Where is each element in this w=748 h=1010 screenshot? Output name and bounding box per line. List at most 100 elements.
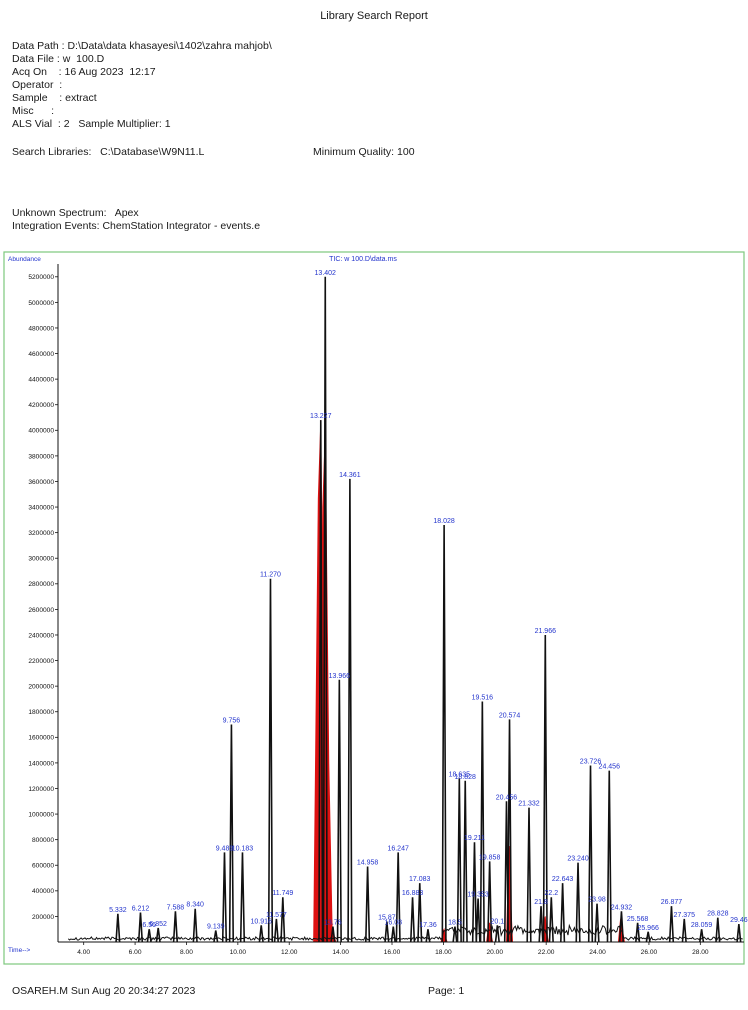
peak-label: 29.46 xyxy=(730,917,748,924)
peak-trace xyxy=(273,918,279,943)
peak-trace xyxy=(192,908,198,943)
peak-label: 14.361 xyxy=(339,472,361,479)
peak-label: 11.270 xyxy=(260,572,281,579)
peak-trace xyxy=(645,931,651,943)
report-title: Library Search Report xyxy=(320,10,428,22)
y-tick-label: 1600000 xyxy=(28,735,54,742)
peak-label: 21.332 xyxy=(518,801,540,808)
peak-trace xyxy=(330,926,336,943)
chart-frame xyxy=(3,251,745,965)
peak-label: 17.083 xyxy=(409,876,431,883)
peak-trace xyxy=(347,478,353,943)
x-tick-label: 14.00 xyxy=(332,949,349,956)
y-tick-label: 400000 xyxy=(32,888,54,895)
peak-trace xyxy=(390,926,396,943)
peak-trace xyxy=(506,719,513,943)
x-tick-label: 24.00 xyxy=(589,949,606,956)
y-tick-label: 3800000 xyxy=(28,453,54,460)
peak-trace xyxy=(715,917,721,943)
y-tick-label: 2600000 xyxy=(28,607,54,614)
peak-trace xyxy=(542,634,548,943)
peak-label: 16.883 xyxy=(402,890,424,897)
peak-label: 17.36 xyxy=(419,922,437,929)
y-tick-label: 1000000 xyxy=(28,811,54,818)
peak-label: 18.635 xyxy=(449,771,471,778)
peak-trace xyxy=(548,897,554,943)
peak-label: 9.489 xyxy=(216,845,234,852)
peak-label: 8.340 xyxy=(186,902,204,909)
peak-label: 19.516 xyxy=(472,695,494,702)
y-tick-label: 4800000 xyxy=(28,325,54,332)
tic-chromatogram: TIC: w 100.D\data.ms Abundance Time--> 2… xyxy=(3,251,748,965)
peak-label: 18.028 xyxy=(433,518,455,525)
y-tick-label: 1800000 xyxy=(28,709,54,716)
peak-label: 15.87 xyxy=(378,915,396,922)
peak-trace xyxy=(221,852,228,943)
peak-label: 23.98 xyxy=(588,897,606,904)
y-tick-label: 4400000 xyxy=(28,377,54,384)
y-tick-label: 4000000 xyxy=(28,428,54,435)
y-tick-label: 1400000 xyxy=(28,760,54,767)
peak-label: 9.756 xyxy=(223,718,241,725)
y-tick-label: 3600000 xyxy=(28,479,54,486)
peak-label: 19.211 xyxy=(464,835,485,842)
peak-label: 20.1 xyxy=(491,918,505,925)
peak-label: 25.568 xyxy=(627,916,649,923)
header-line-operator: Operator : xyxy=(12,79,63,91)
peak-trace xyxy=(280,897,286,943)
baseline-trace xyxy=(67,923,743,942)
peak-trace xyxy=(267,578,274,943)
peak-trace xyxy=(699,929,705,943)
unknown-spectrum: Unknown Spectrum: Apex xyxy=(12,207,139,219)
y-tick-label: 2800000 xyxy=(28,581,54,588)
peak-label: 19.858 xyxy=(479,854,501,861)
x-tick-label: 8.00 xyxy=(180,949,193,956)
peak-trace xyxy=(395,852,401,943)
peak-label: 13.76 xyxy=(324,920,342,927)
peak-trace xyxy=(409,897,416,943)
peak-trace xyxy=(336,679,342,943)
x-axis-label: Time--> xyxy=(8,947,31,954)
minimum-quality: Minimum Quality: 100 xyxy=(313,146,415,158)
header-line-data-file: Data File : w 100.D xyxy=(12,53,105,65)
peak-trace xyxy=(384,921,390,943)
peak-label: 5.332 xyxy=(109,907,127,914)
peak-trace xyxy=(417,883,423,943)
x-tick-label: 22.00 xyxy=(538,949,555,956)
peak-trace xyxy=(587,765,594,943)
y-tick-label: 600000 xyxy=(32,863,54,870)
peak-label: 26.877 xyxy=(661,899,683,906)
chart-title: TIC: w 100.D\data.ms xyxy=(329,256,397,263)
peak-label: 9.139 xyxy=(207,923,225,930)
peak-label: 28.828 xyxy=(707,911,729,918)
peak-trace xyxy=(115,913,121,943)
y-tick-label: 5200000 xyxy=(28,274,54,281)
x-tick-label: 28.00 xyxy=(692,949,709,956)
x-tick-label: 4.00 xyxy=(77,949,90,956)
peak-label: 16.08 xyxy=(385,920,403,927)
peak-trace xyxy=(462,780,468,943)
peak-label: 24.932 xyxy=(611,904,633,911)
peak-trace xyxy=(365,866,371,943)
peak-label: 18.5 xyxy=(448,920,462,927)
peak-trace xyxy=(228,724,235,943)
peak-trace xyxy=(322,276,328,943)
y-axis-label: Abundance xyxy=(8,256,41,263)
y-tick-label: 3000000 xyxy=(28,556,54,563)
peak-trace xyxy=(479,701,485,943)
peak-trace xyxy=(239,852,246,943)
peak-label: 19.353 xyxy=(467,892,489,899)
peak-trace xyxy=(146,929,152,943)
peak-label: 6.56 xyxy=(142,922,156,929)
peak-label: 23.726 xyxy=(580,758,602,765)
peak-label: 11.577 xyxy=(266,912,287,919)
peak-trace xyxy=(526,807,532,943)
x-tick-label: 26.00 xyxy=(641,949,658,956)
peak-label: 22.2 xyxy=(544,890,558,897)
peak-trace xyxy=(155,927,161,943)
peak-label: 21.8 xyxy=(534,899,548,906)
peak-label: 21.966 xyxy=(535,628,557,635)
peak-label: 7.588 xyxy=(167,904,185,911)
header-line-acq-on: Acq On : 16 Aug 2023 12:17 xyxy=(12,66,156,78)
y-tick-label: 800000 xyxy=(32,837,54,844)
